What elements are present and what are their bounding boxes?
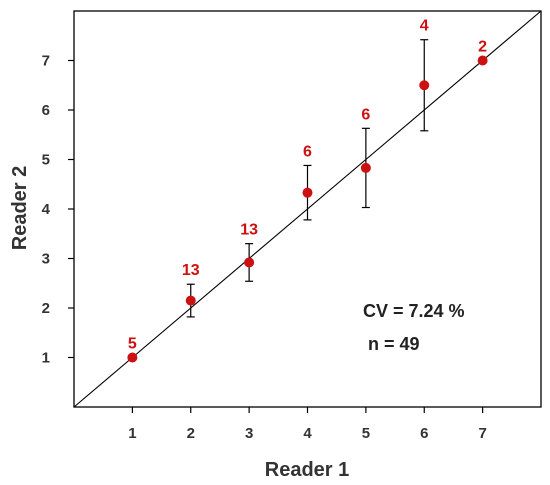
data-point xyxy=(302,187,313,198)
data-point xyxy=(244,257,255,268)
y-tick-label: 3 xyxy=(42,251,50,268)
x-tick-label: 1 xyxy=(128,425,136,442)
data-point xyxy=(127,352,138,363)
data-point xyxy=(477,55,488,66)
count-label: 5 xyxy=(128,336,137,353)
data-point xyxy=(185,295,196,306)
y-tick-label: 4 xyxy=(42,201,51,218)
x-axis-label: Reader 1 xyxy=(265,459,350,481)
y-tick-label: 6 xyxy=(42,102,50,119)
x-tick-label: 3 xyxy=(245,425,253,442)
count-label: 2 xyxy=(478,39,487,56)
count-label: 6 xyxy=(303,143,312,160)
y-tick-label: 1 xyxy=(42,350,50,367)
y-tick-label: 2 xyxy=(42,300,50,317)
x-tick-label: 2 xyxy=(187,425,195,442)
x-tick-label: 7 xyxy=(478,425,486,442)
x-tick-label: 6 xyxy=(420,425,428,442)
cv-annotation: CV = 7.24 % xyxy=(363,301,465,321)
count-label: 13 xyxy=(240,222,258,239)
x-tick-label: 5 xyxy=(362,425,370,442)
data-point xyxy=(419,80,430,91)
data-point xyxy=(360,162,371,173)
count-label: 4 xyxy=(420,18,429,35)
y-tick-label: 5 xyxy=(42,152,50,169)
count-label: 6 xyxy=(361,106,370,123)
count-label: 13 xyxy=(182,262,200,279)
n-annotation: n = 49 xyxy=(368,334,420,354)
y-axis-label: Reader 2 xyxy=(9,166,31,251)
plot-area: 1 2 3 4 5 6 7 1 2 3 4 5 6 7 5 13 13 6 6 4 2 xyxy=(42,10,542,442)
x-tick-label: 4 xyxy=(303,425,312,442)
y-tick-label: 7 xyxy=(42,53,50,70)
